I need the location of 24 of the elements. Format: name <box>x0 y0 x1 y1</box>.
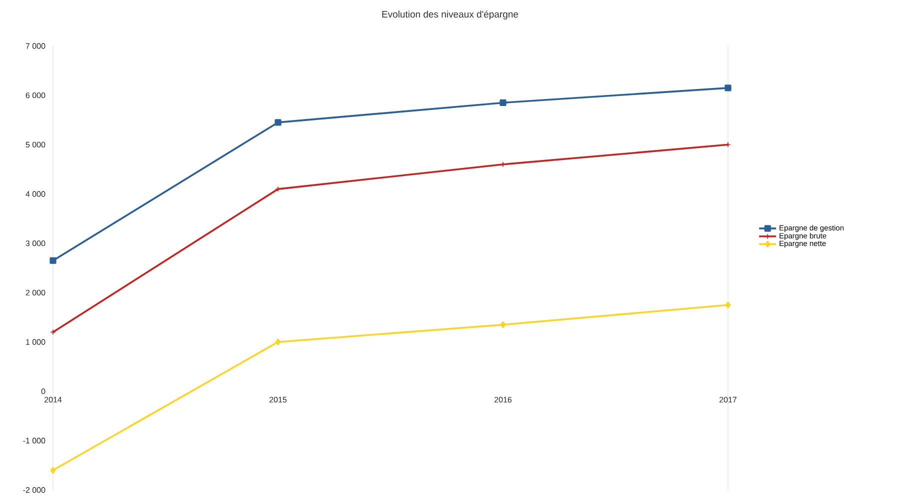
y-tick-label: 4 000 <box>26 191 46 197</box>
y-tick-label: 0 <box>41 388 46 394</box>
point <box>724 84 732 92</box>
y-tick-label: 2 000 <box>26 290 46 296</box>
point <box>50 330 56 335</box>
y-tick-label: 5 000 <box>26 142 46 148</box>
chart-title: Evolution des niveaux d'épargne <box>382 10 518 20</box>
y-tick-label: -1 000 <box>23 438 46 444</box>
point <box>500 321 506 328</box>
point <box>275 338 281 346</box>
point <box>725 302 731 308</box>
y-tick-label: 3 000 <box>26 240 46 246</box>
y-tick-label: 7 000 <box>26 43 46 49</box>
x-tick-label: 2017 <box>720 396 736 403</box>
x-tick-label: 2014 <box>44 396 62 403</box>
point <box>274 119 282 126</box>
x-tick-label: 2015 <box>270 396 287 403</box>
point <box>50 466 56 474</box>
point <box>500 99 506 106</box>
y-tick-label: 6 000 <box>26 92 46 98</box>
y-tick-label: 1 000 <box>26 339 46 345</box>
y-tick-label: -2 000 <box>23 487 46 493</box>
x-tick-label: 2016 <box>494 396 512 403</box>
point <box>50 257 56 264</box>
